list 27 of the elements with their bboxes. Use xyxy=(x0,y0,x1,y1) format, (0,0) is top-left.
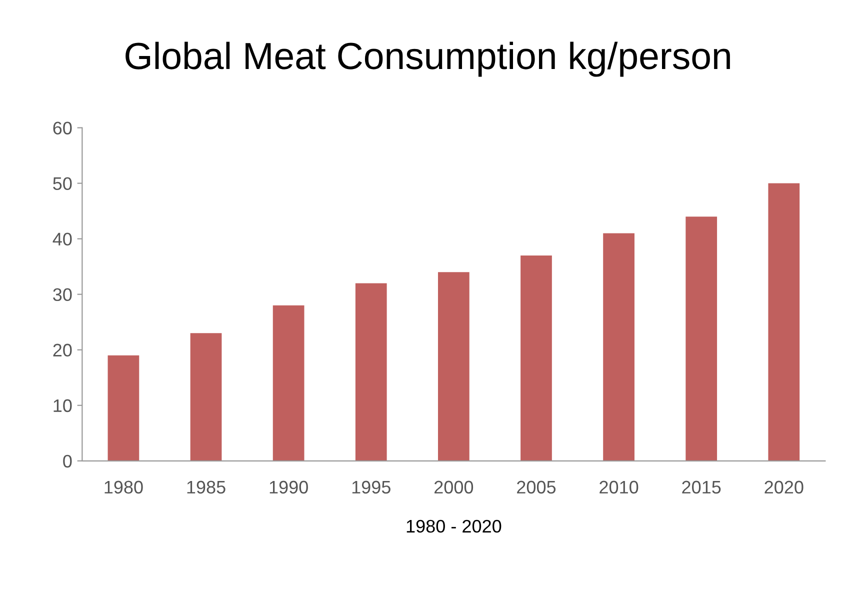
bar xyxy=(355,283,387,461)
x-tick-label: 2010 xyxy=(600,480,638,494)
y-tick-label: 0 xyxy=(63,454,72,468)
x-tick-label: 2000 xyxy=(434,480,474,494)
bar xyxy=(190,333,222,461)
bar xyxy=(686,216,718,461)
y-tick-label: 30 xyxy=(53,288,72,302)
x-tick-label: 2005 xyxy=(517,480,556,494)
bar xyxy=(438,272,470,461)
x-tick-label: 2015 xyxy=(682,480,721,494)
bar xyxy=(520,255,552,461)
y-tick-label: 60 xyxy=(53,122,72,134)
x-tick-label: 1980 xyxy=(104,480,143,494)
y-tick-label: 20 xyxy=(53,344,72,357)
y-tick-label: 50 xyxy=(53,177,72,190)
bar xyxy=(272,305,304,461)
x-tick-label: 1985 xyxy=(187,480,226,494)
bar xyxy=(603,233,634,461)
bar xyxy=(108,355,140,461)
y-tick-label: 40 xyxy=(52,232,72,246)
x-axis-title: 1980 - 2020 xyxy=(406,520,502,533)
x-tick-label: 1990 xyxy=(270,480,308,494)
x-tick-label: 2020 xyxy=(764,480,804,494)
y-tick-label: 10 xyxy=(54,399,72,412)
bar xyxy=(768,183,800,461)
x-tick-label: 1995 xyxy=(352,480,390,494)
chart-title: Global Meat Consumption kg/person xyxy=(126,42,730,77)
